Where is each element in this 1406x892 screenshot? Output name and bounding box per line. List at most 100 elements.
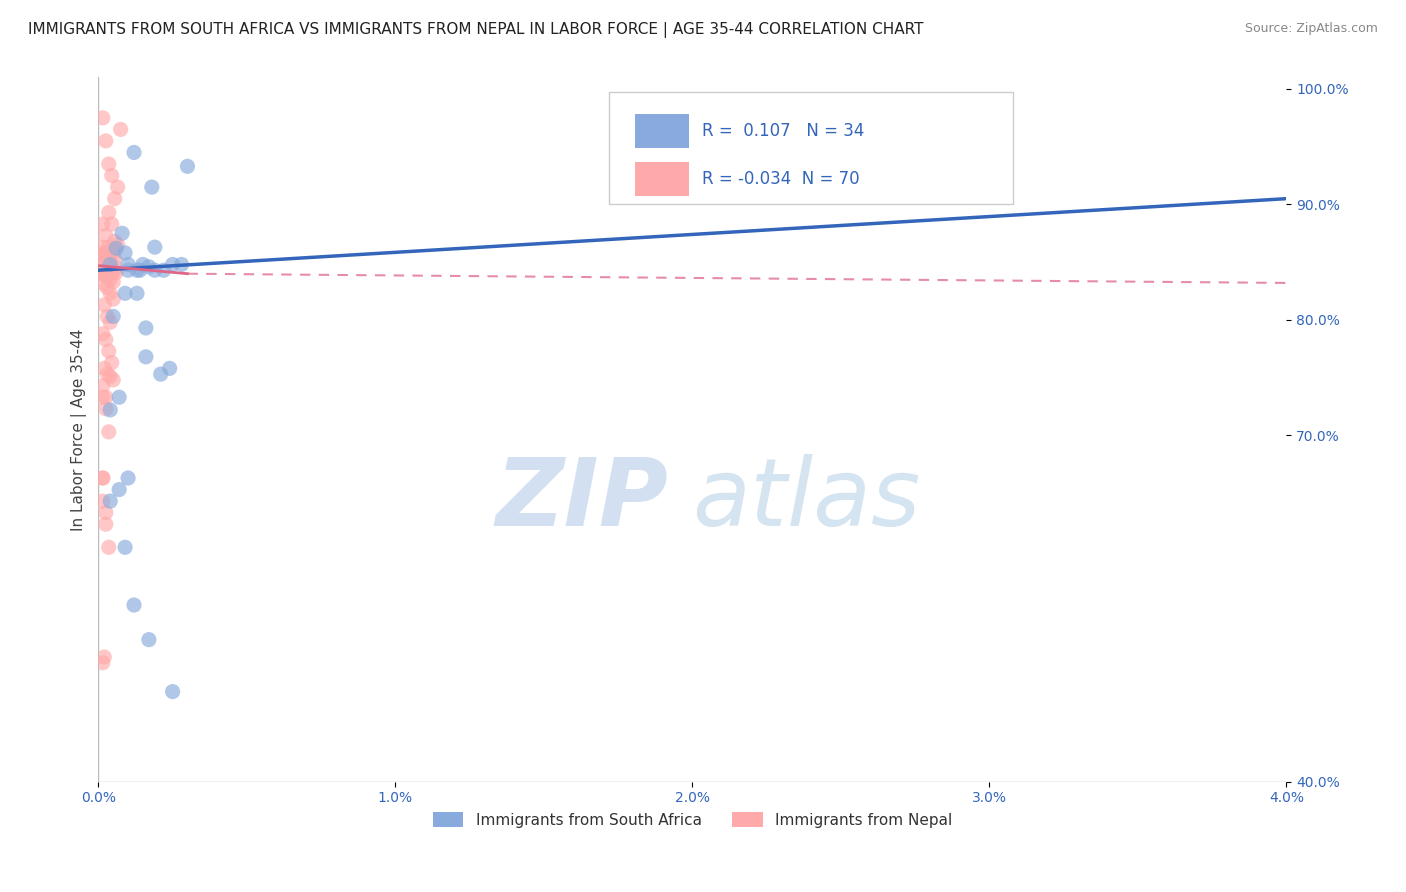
Point bbox=[108, 390, 131, 404]
Point bbox=[98, 369, 121, 384]
Point bbox=[98, 257, 121, 271]
Point bbox=[97, 541, 120, 555]
Point bbox=[100, 248, 122, 262]
Point bbox=[91, 246, 114, 260]
Point bbox=[91, 240, 114, 254]
Point bbox=[91, 471, 114, 485]
FancyBboxPatch shape bbox=[636, 114, 689, 148]
Point bbox=[100, 244, 122, 258]
Point bbox=[108, 483, 131, 497]
Point bbox=[105, 266, 128, 280]
Point bbox=[93, 257, 115, 271]
Point bbox=[162, 684, 184, 698]
Point bbox=[98, 315, 121, 329]
Point bbox=[114, 541, 136, 555]
Point bbox=[138, 260, 160, 274]
Point bbox=[91, 266, 114, 280]
FancyBboxPatch shape bbox=[609, 92, 1014, 204]
Point bbox=[104, 252, 127, 266]
FancyBboxPatch shape bbox=[636, 162, 689, 195]
Point bbox=[100, 355, 122, 369]
Point bbox=[91, 656, 114, 670]
Point bbox=[104, 235, 127, 249]
Point bbox=[152, 263, 174, 277]
Text: R = -0.034  N = 70: R = -0.034 N = 70 bbox=[702, 169, 859, 188]
Point bbox=[94, 517, 117, 532]
Point bbox=[97, 425, 120, 439]
Point bbox=[97, 344, 120, 359]
Point bbox=[94, 257, 117, 271]
Point bbox=[98, 403, 121, 417]
Point bbox=[100, 263, 122, 277]
Point bbox=[98, 263, 121, 277]
Point bbox=[94, 333, 117, 347]
Point bbox=[159, 361, 181, 376]
Point bbox=[94, 134, 117, 148]
Point bbox=[94, 390, 117, 404]
Point bbox=[143, 240, 166, 254]
Point bbox=[91, 254, 114, 268]
Point bbox=[97, 157, 120, 171]
Text: IMMIGRANTS FROM SOUTH AFRICA VS IMMIGRANTS FROM NEPAL IN LABOR FORCE | AGE 35-44: IMMIGRANTS FROM SOUTH AFRICA VS IMMIGRAN… bbox=[28, 22, 924, 38]
Point bbox=[105, 241, 128, 255]
Point bbox=[104, 260, 127, 274]
Point bbox=[103, 373, 125, 387]
Point bbox=[117, 257, 139, 271]
Point bbox=[97, 240, 120, 254]
Legend: Immigrants from South Africa, Immigrants from Nepal: Immigrants from South Africa, Immigrants… bbox=[426, 805, 959, 834]
Point bbox=[93, 298, 115, 312]
Point bbox=[103, 310, 125, 324]
Point bbox=[91, 326, 114, 341]
Text: Source: ZipAtlas.com: Source: ZipAtlas.com bbox=[1244, 22, 1378, 36]
Point bbox=[93, 268, 115, 282]
Point bbox=[122, 598, 145, 612]
Point bbox=[141, 180, 163, 194]
Point bbox=[94, 401, 117, 416]
Point bbox=[103, 263, 125, 277]
Text: ZIP: ZIP bbox=[496, 454, 669, 546]
Point bbox=[97, 260, 120, 274]
Point bbox=[91, 390, 114, 404]
Point bbox=[176, 159, 198, 173]
Point bbox=[93, 650, 115, 665]
Point bbox=[107, 237, 129, 252]
Point bbox=[94, 228, 117, 243]
Point bbox=[110, 122, 132, 136]
Point bbox=[114, 286, 136, 301]
Point bbox=[114, 246, 136, 260]
Point bbox=[104, 192, 127, 206]
Point bbox=[91, 471, 114, 485]
Point bbox=[103, 292, 125, 306]
Point bbox=[100, 263, 122, 277]
Point bbox=[97, 263, 120, 277]
Point bbox=[117, 263, 139, 277]
Point bbox=[149, 367, 172, 381]
Point bbox=[94, 249, 117, 263]
Point bbox=[91, 111, 114, 125]
Point bbox=[96, 367, 118, 381]
Point bbox=[98, 272, 121, 286]
Point bbox=[170, 257, 193, 271]
Point bbox=[111, 227, 134, 241]
Point bbox=[135, 321, 157, 335]
Point bbox=[93, 277, 115, 291]
Point bbox=[125, 263, 148, 277]
Point bbox=[96, 270, 118, 285]
Point bbox=[100, 169, 122, 183]
Point bbox=[91, 217, 114, 231]
Point bbox=[103, 275, 125, 289]
Point bbox=[94, 506, 117, 520]
Point bbox=[138, 632, 160, 647]
Point bbox=[98, 286, 121, 301]
Point bbox=[135, 350, 157, 364]
Point bbox=[93, 361, 115, 376]
Point bbox=[107, 180, 129, 194]
Point bbox=[125, 286, 148, 301]
Point bbox=[98, 494, 121, 508]
Text: atlas: atlas bbox=[692, 454, 921, 546]
Point bbox=[100, 217, 122, 231]
Point bbox=[129, 263, 152, 277]
Point bbox=[132, 257, 155, 271]
Point bbox=[91, 378, 114, 392]
Point bbox=[94, 268, 117, 282]
